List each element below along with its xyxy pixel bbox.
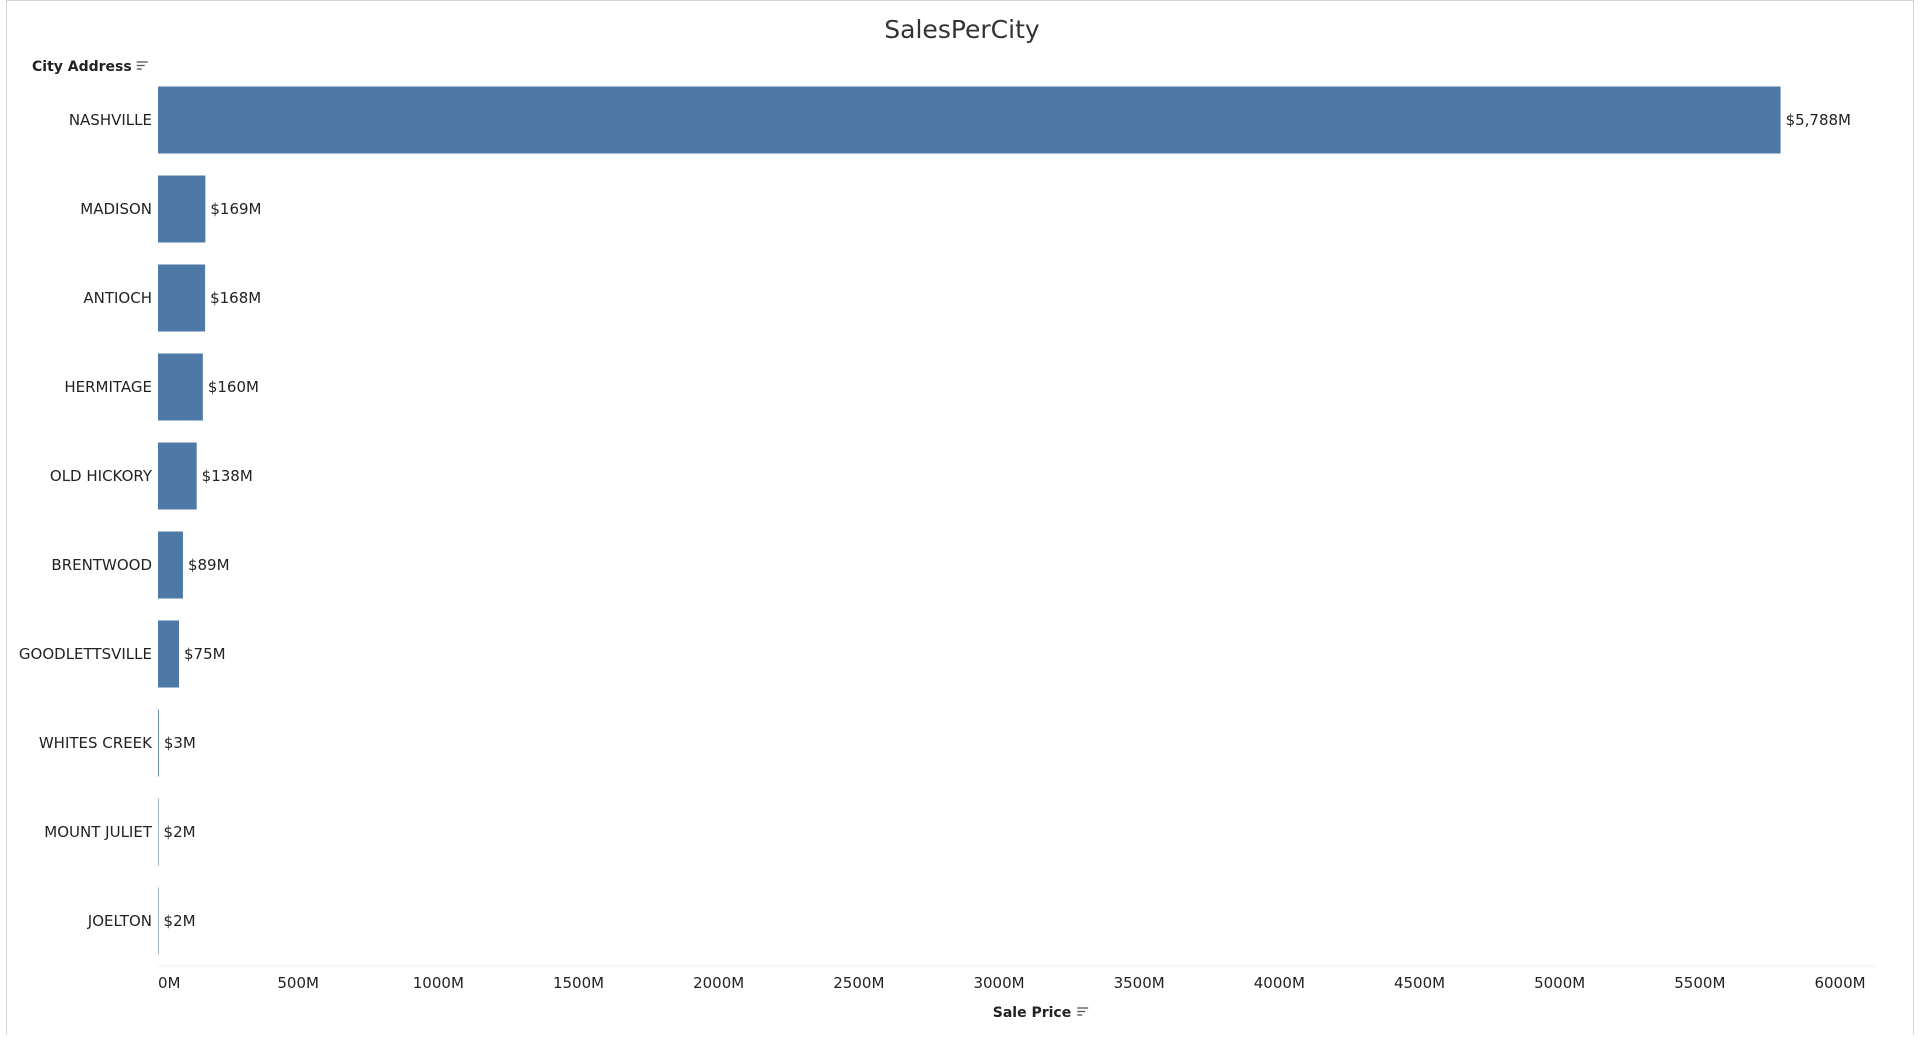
x-tick-label: 2000M [693, 974, 744, 992]
bar-joelton[interactable] [158, 887, 159, 955]
x-tick-label: 1000M [413, 974, 464, 992]
y-axis-title: City Address [32, 59, 132, 75]
sort-descending-icon[interactable] [136, 61, 148, 70]
x-tick-label: 5500M [1674, 974, 1725, 992]
data-label: $89M [188, 556, 230, 574]
category-label: JOELTON [87, 912, 152, 930]
category-label: GOODLETTSVILLE [19, 645, 152, 663]
category-label: MADISON [80, 200, 152, 218]
bar-hermitage[interactable] [158, 353, 203, 421]
data-labels: $5,788M $169M $168M $160M $138M $89M $75M $3M $2… [164, 111, 1851, 930]
x-tick-label: 3000M [973, 974, 1024, 992]
x-tick-label: 5000M [1534, 974, 1585, 992]
bar-old-hickory[interactable] [158, 442, 197, 510]
bar-whites-creek[interactable] [158, 709, 159, 777]
category-label: NASHVILLE [69, 111, 152, 129]
x-tick-label: 4500M [1394, 974, 1445, 992]
data-label: $5,788M [1786, 111, 1851, 129]
x-tick-label: 2500M [833, 974, 884, 992]
bar-goodlettsville[interactable] [158, 620, 180, 688]
chart-title: SalesPerCity [884, 15, 1040, 44]
data-label: $2M [164, 823, 196, 841]
bar-nashville[interactable] [158, 86, 1781, 154]
bars-group [158, 86, 1781, 955]
x-tick-label: 1500M [553, 974, 604, 992]
x-axis-title: Sale Price [993, 1005, 1071, 1021]
x-tick-label: 0M [158, 974, 181, 992]
x-tick-label: 3500M [1114, 974, 1165, 992]
data-label: $2M [164, 912, 196, 930]
x-axis-header[interactable]: Sale Price [993, 1005, 1089, 1021]
category-label: HERMITAGE [64, 378, 152, 396]
x-tick-label: 500M [277, 974, 319, 992]
y-axis-header[interactable]: City Address [32, 59, 148, 75]
category-label: BRENTWOOD [51, 556, 152, 574]
bar-brentwood[interactable] [158, 531, 183, 599]
data-label: $168M [210, 289, 261, 307]
category-label: OLD HICKORY [50, 467, 153, 485]
data-label: $138M [202, 467, 253, 485]
x-tick-label: 6000M [1814, 974, 1865, 992]
data-label: $75M [184, 645, 226, 663]
category-label: MOUNT JULIET [44, 823, 153, 841]
x-tick-label: 4000M [1254, 974, 1305, 992]
x-axis-ticks: 0M 500M 1000M 1500M 2000M 2500M 3000M 3500M 4000… [158, 974, 1866, 992]
data-label: $160M [208, 378, 259, 396]
category-label: WHITES CREEK [39, 734, 153, 752]
data-label: $3M [164, 734, 196, 752]
bar-antioch[interactable] [158, 264, 206, 332]
bar-mount-juliet[interactable] [158, 798, 159, 866]
sort-descending-icon[interactable] [1077, 1007, 1089, 1016]
chart-frame [6, 0, 1914, 1035]
bar-madison[interactable] [158, 175, 206, 243]
category-labels: NASHVILLE MADISON ANTIOCH HERMITAGE OLD HICK… [19, 111, 153, 930]
category-label: ANTIOCH [83, 289, 152, 307]
data-label: $169M [210, 200, 261, 218]
